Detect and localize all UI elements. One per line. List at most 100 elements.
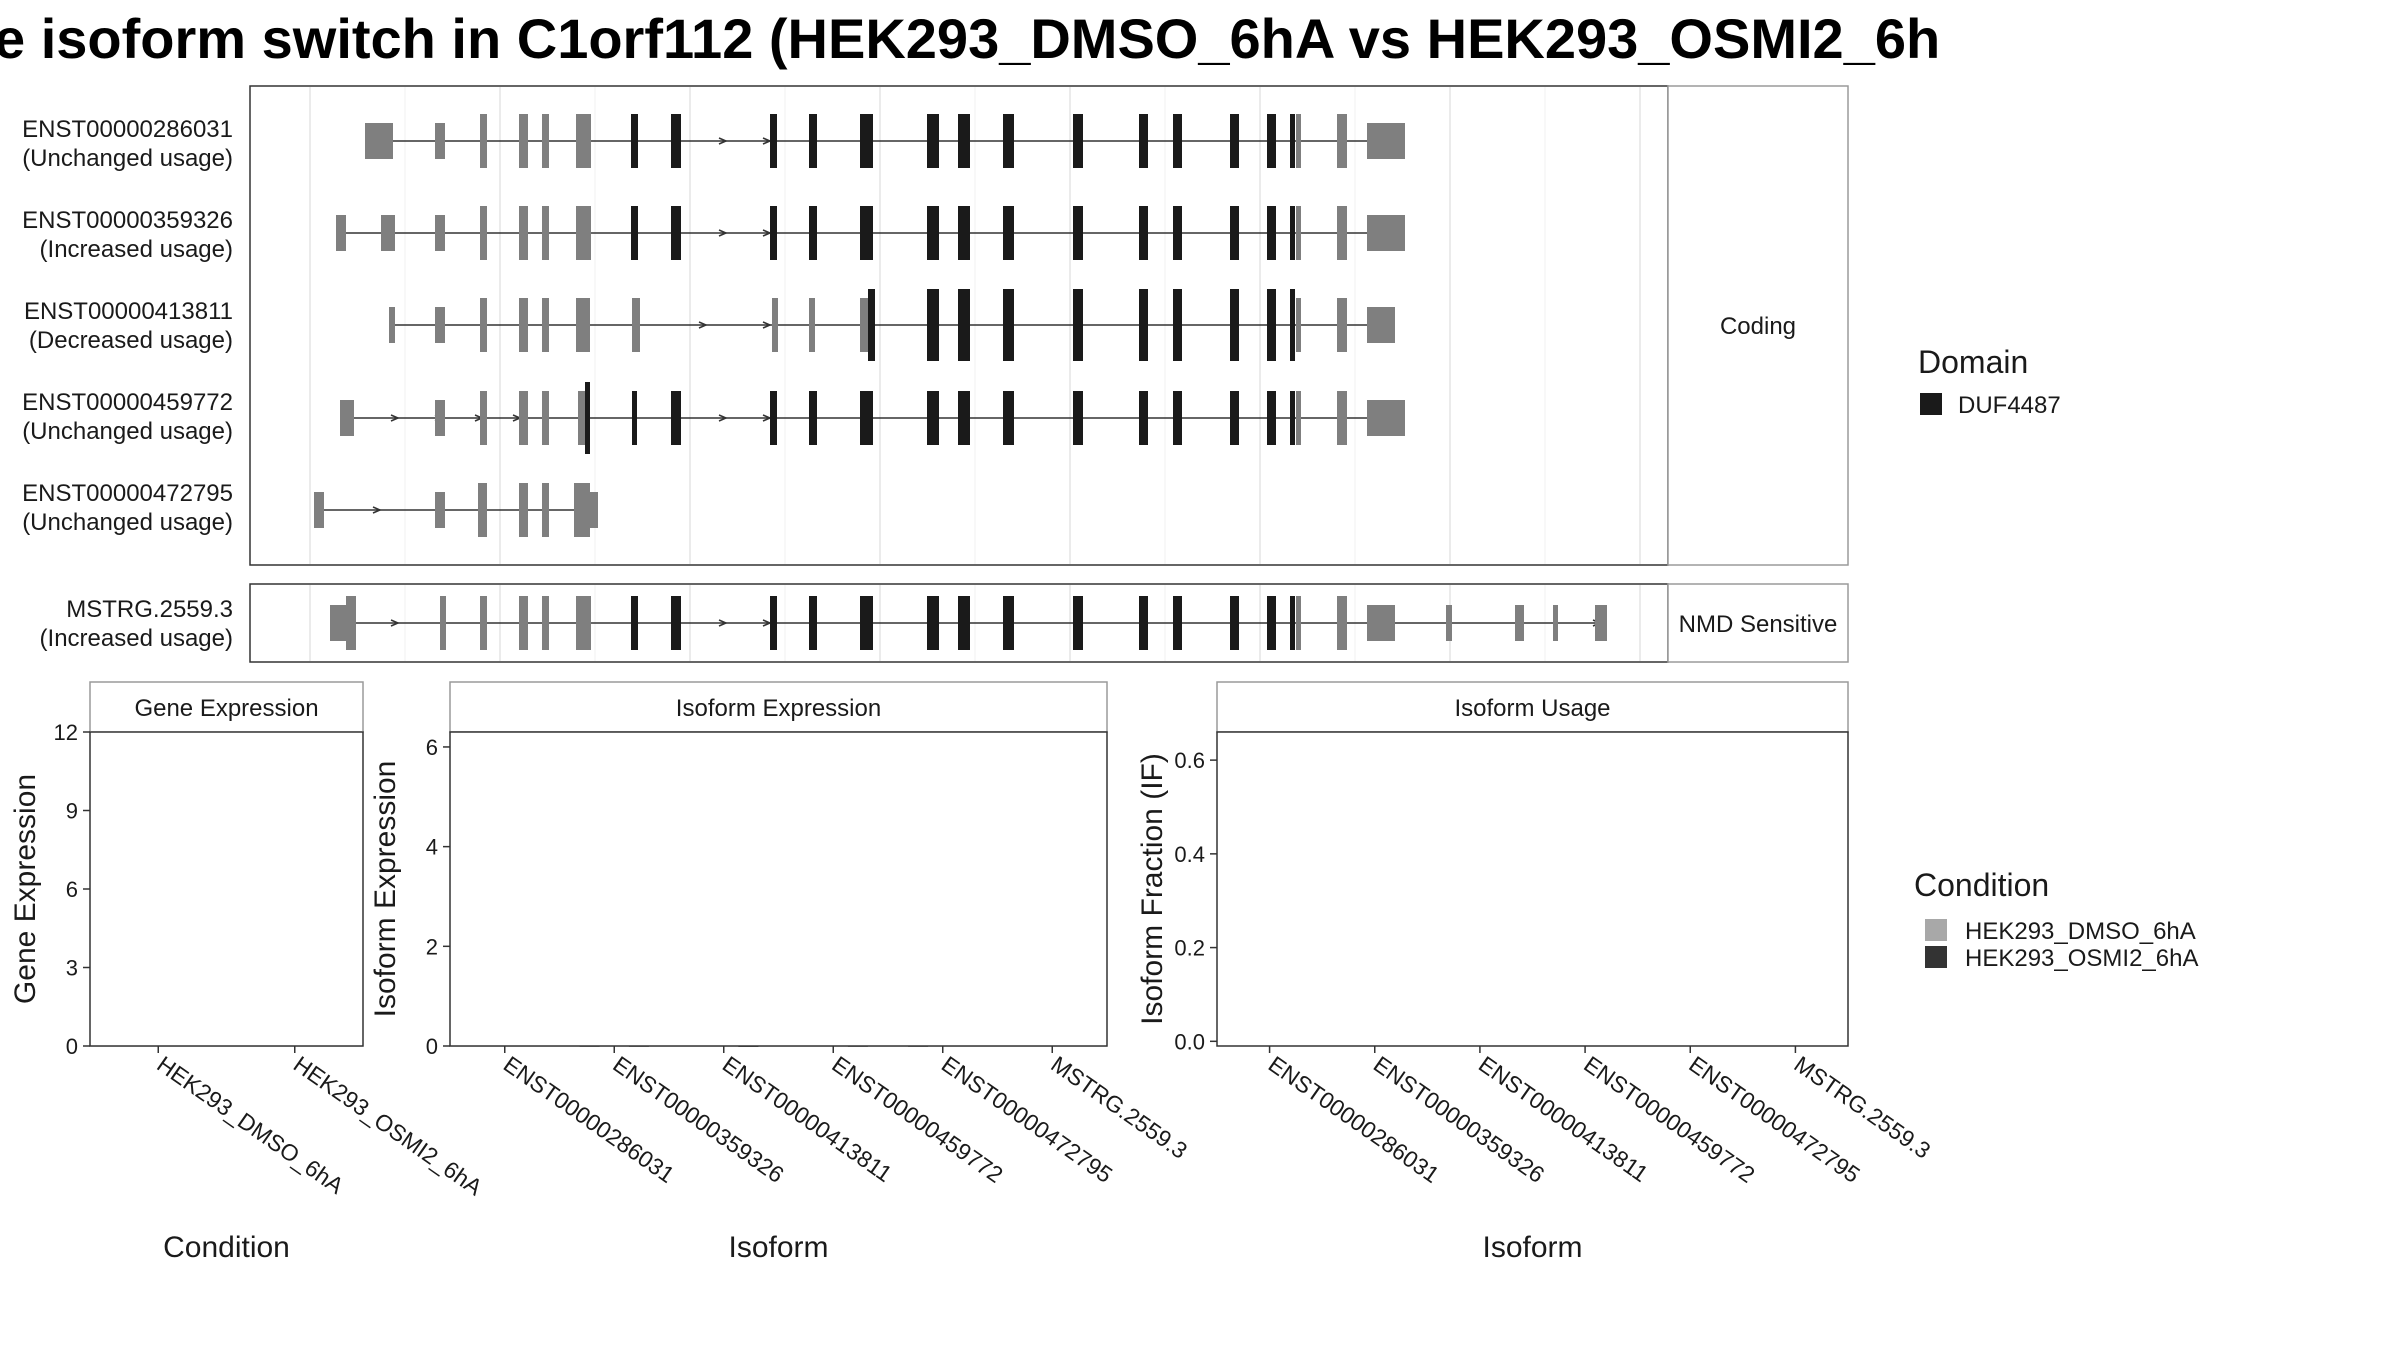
transcript-track (340, 382, 1405, 454)
exon (330, 605, 346, 641)
condition-legend: Condition HEK293_DMSO_6hA HEK293_OSMI2_6… (1914, 867, 2198, 972)
exon (578, 391, 585, 445)
transcript-track (336, 206, 1405, 260)
exon (542, 298, 549, 352)
isoform-usage-chart: Isoform Usagensns***nsnsns0.00.20.40.6EN… (1136, 681, 1935, 1264)
exon (542, 114, 549, 168)
domain-legend: Domain DUF4487 (1918, 344, 2061, 419)
y-axis-title: Isoform Fraction (IF) (1136, 753, 1169, 1025)
panel-border (89, 731, 364, 1047)
domain-exon (632, 206, 637, 260)
domain-exon (1267, 391, 1276, 445)
panel-border (1216, 731, 1849, 1047)
panel-title: Gene Expression (134, 695, 318, 722)
domain-exon (1173, 289, 1182, 361)
domain-exon (927, 114, 939, 168)
transcript-track (365, 114, 1405, 168)
y-tick-label: 3 (66, 956, 78, 981)
transcript-usage: (Decreased usage) (29, 327, 233, 354)
domain-exon (1003, 206, 1014, 260)
transcript-tracks-nmd (330, 596, 1607, 650)
domain-exon (1139, 206, 1148, 260)
x-axis-title: Condition (163, 1231, 290, 1264)
domain-exon (809, 206, 817, 260)
y-tick-label: 12 (54, 720, 78, 745)
domain-exon (1230, 114, 1239, 168)
domain-exon (1073, 206, 1083, 260)
facet-label-coding: Coding (1720, 313, 1796, 340)
exon (1367, 605, 1395, 641)
exon (346, 596, 356, 650)
x-tick-label: ENST00000459772 (1579, 1051, 1759, 1188)
y-tick-label: 0.4 (1174, 842, 1205, 867)
facet-strip-coding (1667, 85, 1849, 566)
domain-exon (958, 206, 970, 260)
y-tick-label: 0 (426, 1034, 438, 1059)
exon (1296, 391, 1301, 445)
transcript-track (330, 596, 1607, 650)
domain-exon (1139, 289, 1148, 361)
domain-exon (927, 206, 939, 260)
exon (1296, 114, 1301, 168)
exon (1595, 605, 1607, 641)
exon (576, 206, 591, 260)
exon (480, 114, 487, 168)
y-tick-label: 0 (66, 1034, 78, 1059)
exon (772, 298, 778, 352)
exon (519, 483, 528, 537)
x-tick-label: ENST00000286031 (1264, 1051, 1444, 1188)
domain-exon (1003, 596, 1014, 650)
facet-label-nmd: NMD Sensitive (1679, 611, 1838, 638)
exon (480, 298, 487, 352)
domain-exon (1173, 596, 1182, 650)
domain-exon (1173, 114, 1182, 168)
strand-arrow (390, 619, 400, 627)
exon (435, 123, 445, 159)
structure-panel-coding: Coding (249, 85, 1849, 566)
legend-key-dmso (1925, 919, 1947, 941)
x-axis-title: Isoform (728, 1231, 828, 1264)
y-tick-label: 9 (66, 799, 78, 824)
exon (480, 596, 487, 650)
domain-exon (1290, 596, 1295, 650)
strand-arrow (718, 414, 728, 422)
exon (860, 298, 868, 352)
panel-title: Isoform Usage (1454, 695, 1610, 722)
y-tick-label: 0.6 (1174, 748, 1205, 773)
exon (381, 215, 395, 251)
exon (478, 483, 487, 537)
domain-exon (770, 391, 777, 445)
domain-exon (1139, 114, 1148, 168)
exon (340, 400, 354, 436)
domain-exon (770, 114, 777, 168)
domain-exon (671, 596, 681, 650)
transcript-usage: (Increased usage) (40, 625, 233, 652)
domain-exon (1003, 391, 1014, 445)
exon (435, 400, 445, 436)
domain-exon (860, 114, 873, 168)
domain-exon (958, 289, 970, 361)
domain-exon (1230, 596, 1239, 650)
panel-strip (89, 681, 364, 733)
exon (480, 206, 487, 260)
transcript-usage: (Increased usage) (40, 236, 233, 263)
transcript-id: ENST00000472795 (22, 480, 233, 507)
legend-label-dmso: HEK293_DMSO_6hA (1965, 918, 2196, 945)
legend-label-osmi2: HEK293_OSMI2_6hA (1965, 945, 2198, 972)
domain-exon (809, 114, 817, 168)
transcript-id: ENST00000359326 (22, 207, 233, 234)
domain-exon (1073, 391, 1083, 445)
domain-exon (860, 596, 873, 650)
domain-exon (770, 596, 777, 650)
facet-strip-nmd (1667, 583, 1849, 663)
exon (519, 596, 528, 650)
exon (435, 307, 445, 343)
exon (389, 307, 395, 343)
domain-exon (809, 596, 817, 650)
strand-arrow (762, 321, 772, 329)
domain-exon (1290, 289, 1295, 361)
transcript-track (314, 483, 598, 537)
isoform-expression-chart: Isoform Expression0246ENST00000286031ENS… (369, 681, 1192, 1264)
exon (1367, 400, 1405, 436)
transcript-usage: (Unchanged usage) (22, 145, 233, 172)
